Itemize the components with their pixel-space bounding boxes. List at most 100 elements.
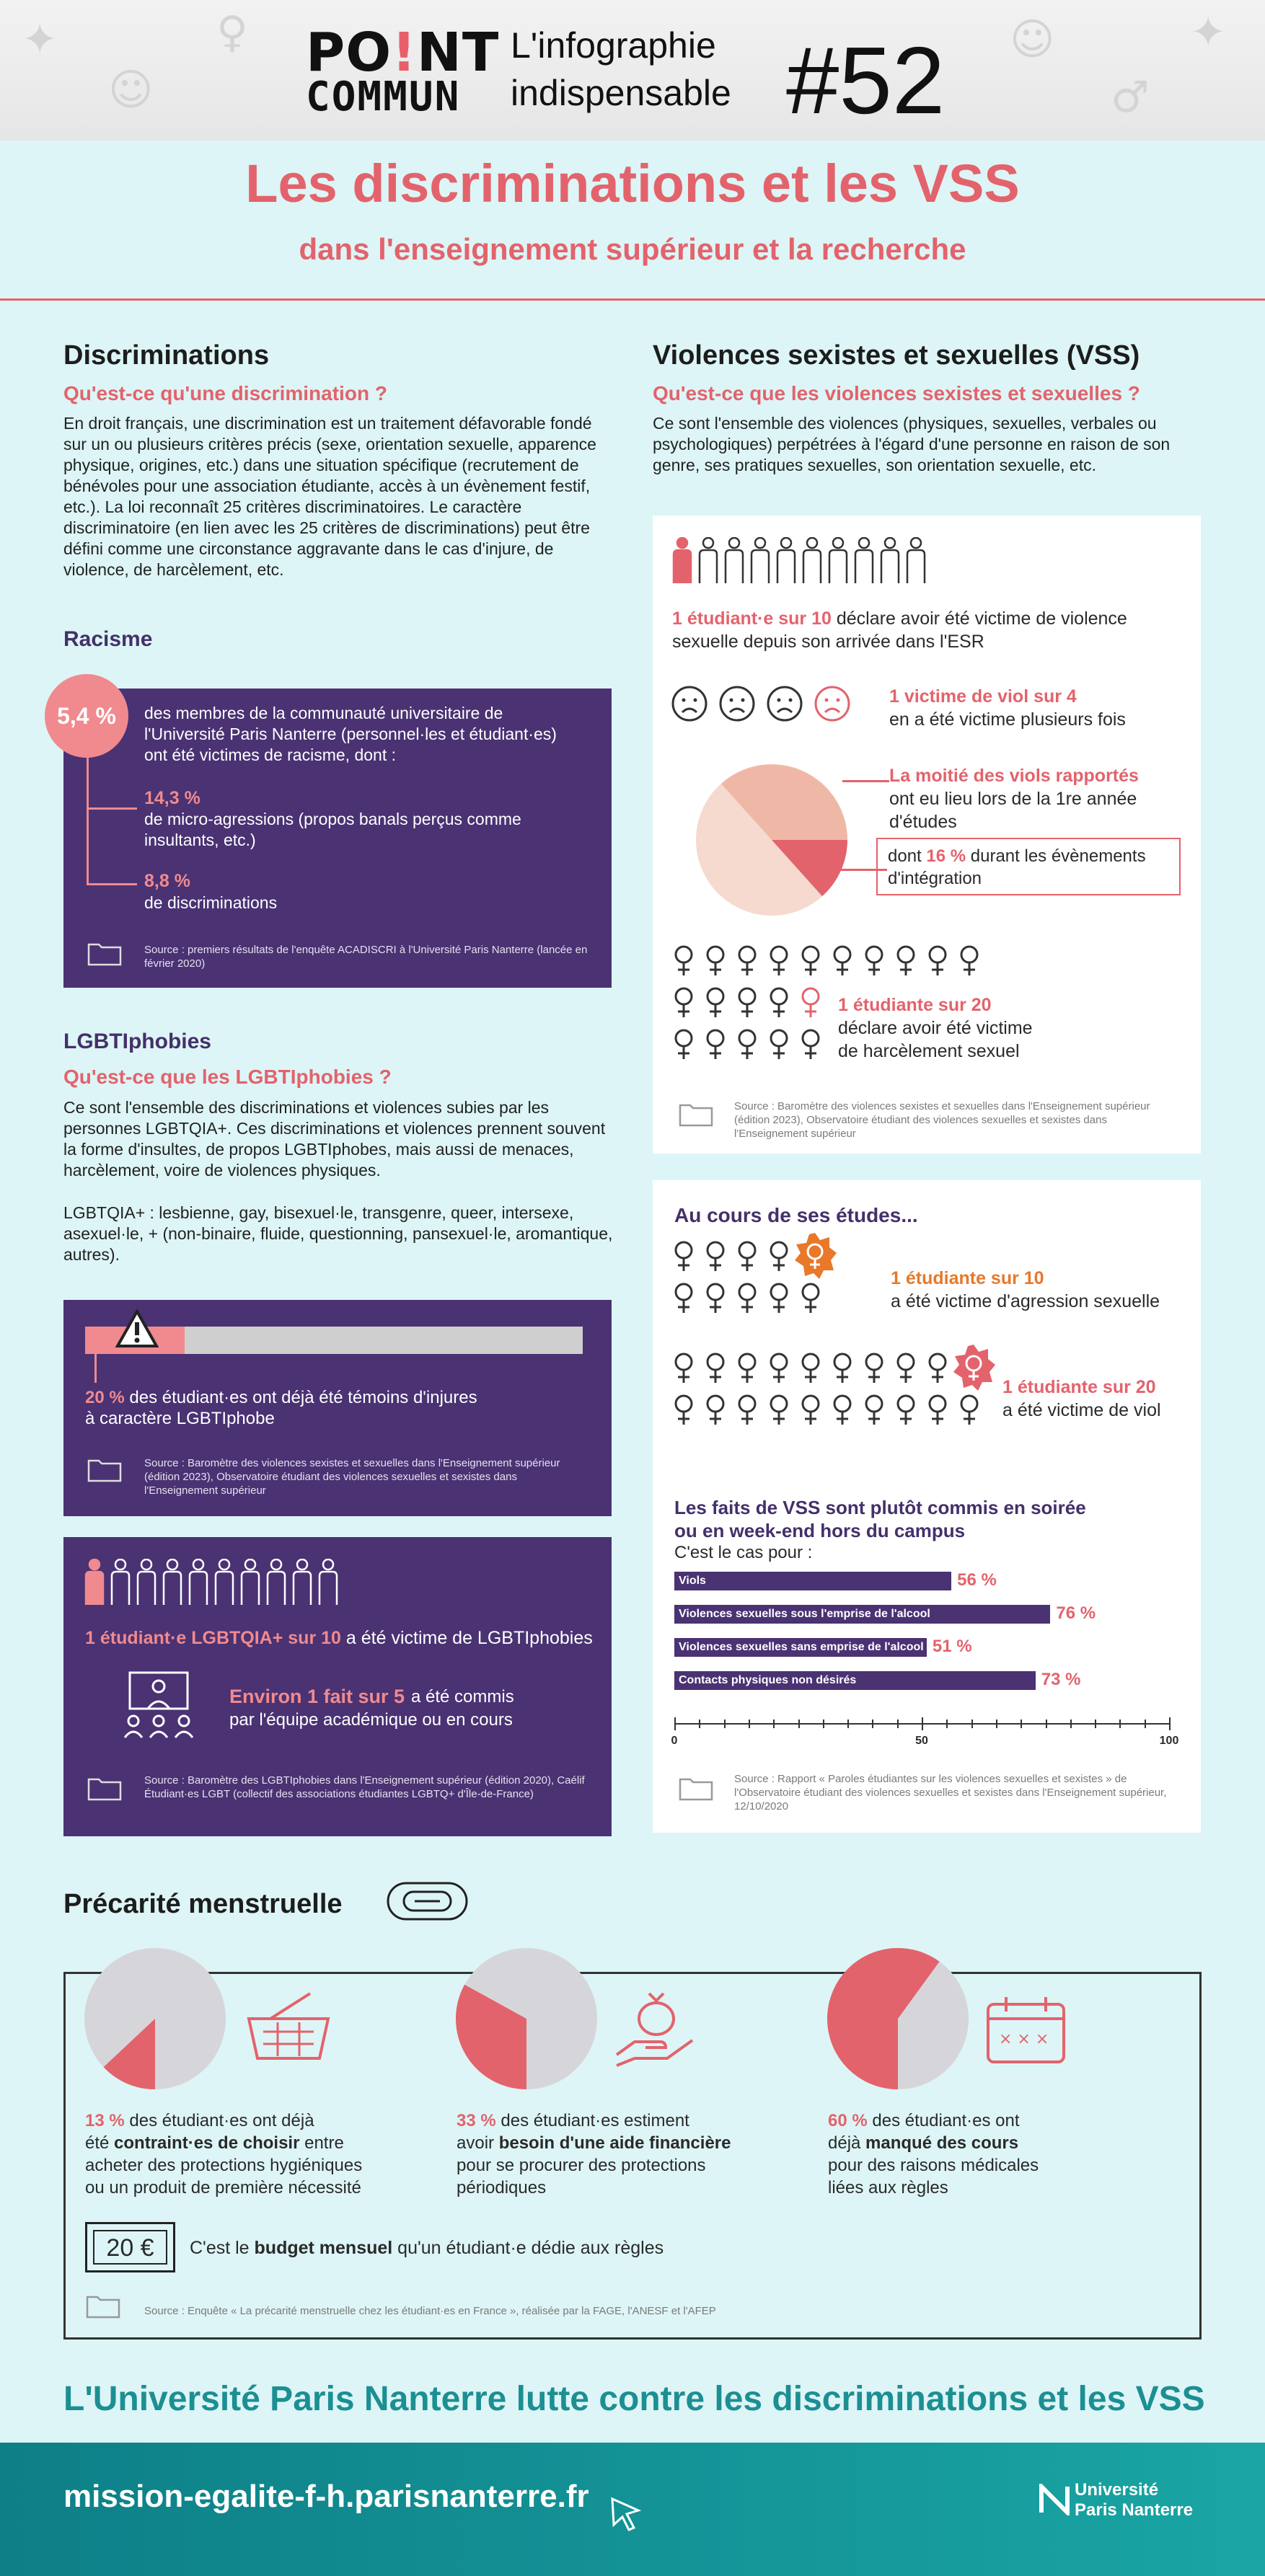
x-tick	[896, 1719, 899, 1728]
racisme-connector	[87, 758, 89, 884]
x-tick-label: 0	[671, 1735, 678, 1747]
female-icon	[893, 944, 919, 981]
female-icon	[798, 1282, 824, 1318]
person-icon	[109, 1558, 132, 1610]
lgbt-text2: LGBTQIA+ : lesbienne, gay, bisexuel·le, …	[63, 1203, 613, 1264]
pie3-text: 60 % des étudiant·es ont déjà manqué des…	[828, 2111, 1039, 2197]
vss-stat2: 1 victime de viol sur 4 en a été victime …	[889, 686, 1126, 730]
pie-slice	[827, 1948, 940, 2089]
header: ✦ ☺ ♀ ☺ ♂ ✦ PO!NT COMMUN L'infographie i…	[0, 0, 1265, 141]
vss-heading: Violences sexistes et sexuelles (VSS)	[653, 340, 1140, 371]
university-logo-icon	[1039, 2484, 1070, 2515]
racisme-stat2-value: 8,8 %	[144, 871, 190, 891]
sanitary-pad-icon	[387, 1882, 468, 1921]
female-highlight-icon	[952, 1343, 995, 1397]
sad-face-icon	[766, 685, 803, 726]
basket-icon	[247, 1992, 330, 2060]
x-tick	[1119, 1719, 1121, 1728]
people-row-icon	[83, 1558, 371, 1610]
logo-point-commun: PO!NT	[306, 22, 500, 84]
x-tick	[1045, 1719, 1047, 1728]
x-tick	[822, 1719, 824, 1728]
female-icon	[702, 944, 728, 981]
vss-stat3-box: dont 16 % durant les évènements d'intégra…	[876, 838, 1181, 895]
lgbt-source2: Source : Baromètre des LGBTIphobies dans…	[144, 1774, 585, 1800]
lgbt-source1: Source : Baromètre des violences sexiste…	[144, 1457, 560, 1497]
racisme-connector	[87, 883, 137, 885]
svg-text:× × ×: × × ×	[999, 2030, 1049, 2048]
female-icon	[798, 1352, 824, 1388]
x-tick	[946, 1719, 948, 1728]
racisme-intro: des membres de la communauté universitai…	[144, 704, 557, 764]
lgbt-academic-value: Environ 1 fait sur 5	[229, 1686, 405, 1707]
money-hand-icon	[615, 1992, 694, 2067]
racisme-stat1-text: de micro-agressions (propos banals perçu…	[144, 810, 521, 849]
x-tick	[872, 1719, 874, 1728]
pie2-text: 33 % des étudiant·es estiment avoir beso…	[457, 2111, 731, 2197]
faces-row-icon	[671, 685, 865, 728]
sad-face-icon	[671, 685, 708, 726]
vss-stat4: 1 étudiante sur 20 déclare avoir été vict…	[838, 995, 1033, 1061]
female-icon	[893, 1352, 919, 1388]
source-folder-icon	[87, 1459, 122, 1482]
female-icon	[766, 1240, 792, 1276]
vss-text: Ce sont l'ensemble des violences (physiq…	[653, 414, 1171, 474]
female-icon	[671, 944, 697, 981]
person-icon	[697, 536, 720, 588]
female-icon	[734, 944, 760, 981]
source-folder-icon	[86, 2296, 120, 2319]
bars-subtitle: C'est le cas pour :	[674, 1543, 813, 1562]
x-tick	[971, 1719, 973, 1728]
person-icon	[775, 536, 798, 588]
doodle-icon: ☺	[1010, 14, 1055, 65]
website-link[interactable]: mission-egalite-f-h.parisnanterre.fr	[63, 2479, 589, 2514]
etudes-stat2: 1 étudiante sur 20 a été victime de viol	[1002, 1377, 1161, 1420]
person-icon	[878, 536, 902, 588]
pie-connector	[842, 780, 889, 782]
title-divider	[0, 298, 1265, 301]
female-highlight-icon	[793, 1231, 837, 1285]
x-tick-label: 50	[915, 1735, 928, 1747]
x-tick	[922, 1717, 923, 1730]
female-icon	[702, 986, 728, 1022]
bar-value-label: 73 %	[1041, 1670, 1081, 1689]
x-tick-label: 100	[1159, 1735, 1179, 1747]
person-icon	[801, 536, 824, 588]
person-icon	[827, 536, 850, 588]
female-icon	[956, 944, 982, 981]
doodle-icon: ♂	[1111, 72, 1150, 123]
source-folder-icon	[679, 1104, 713, 1127]
lgbt-text1: Ce sont l'ensemble des discriminations e…	[63, 1098, 606, 1179]
person-icon	[213, 1558, 236, 1610]
person-icon	[317, 1558, 340, 1610]
precarite-heading: Précarité menstruelle	[63, 1889, 343, 1919]
female-icon	[925, 1394, 951, 1430]
female-icon	[829, 1394, 855, 1430]
lgbt-victim-text: 1 étudiant·e LGBTQIA+ sur 10 a été victi…	[85, 1628, 593, 1648]
lgbt-heading: LGBTIphobies	[63, 1030, 211, 1053]
racisme-source: Source : premiers résultats de l'enquête…	[144, 944, 588, 970]
pie-chart-13	[84, 1948, 226, 2089]
pie-chart-33	[456, 1948, 597, 2089]
person-icon	[291, 1558, 314, 1610]
female-icon	[671, 1282, 697, 1318]
x-tick	[798, 1719, 800, 1728]
female-icon	[861, 1394, 887, 1430]
female-icon	[798, 986, 824, 1022]
discriminations-text: En droit français, une discrimination es…	[63, 414, 596, 579]
person-icon	[83, 1558, 106, 1610]
female-icon	[671, 1240, 697, 1276]
footer-band	[0, 2443, 1265, 2576]
bar: Contacts physiques non désirés	[674, 1671, 1036, 1690]
racisme-heading: Racisme	[63, 627, 153, 651]
precarite-source: Source : Enquête « La précarité menstrue…	[144, 2305, 716, 2317]
female-icon	[702, 1394, 728, 1430]
person-icon	[671, 536, 694, 588]
person-icon	[239, 1558, 262, 1610]
source-folder-icon	[679, 1778, 713, 1801]
female-icon	[702, 1240, 728, 1276]
vss-stat3: La moitié des viols rapportés ont eu lieu…	[889, 766, 1139, 832]
doodle-icon: ✦	[22, 14, 58, 65]
x-tick	[674, 1717, 676, 1730]
source-folder-icon	[87, 943, 122, 966]
